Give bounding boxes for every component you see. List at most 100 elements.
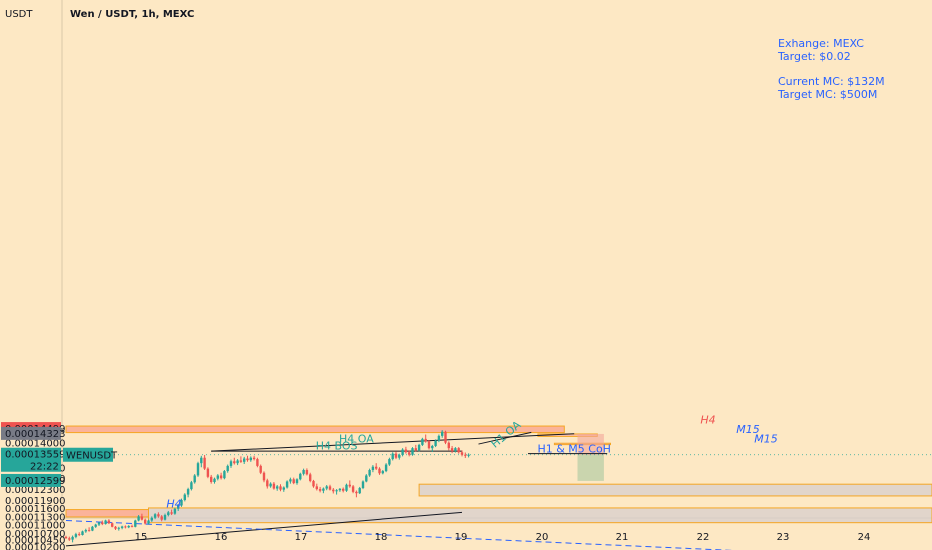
candle-body-82 <box>335 490 338 492</box>
candle-body-27 <box>153 514 157 518</box>
candle-body-57 <box>252 457 256 460</box>
candle-body-18 <box>124 526 127 528</box>
candle-body-75 <box>312 480 315 487</box>
h1-m5-coh-label: H1 & M5 CoH <box>537 442 611 455</box>
zone-5 <box>65 509 149 518</box>
candle-body-113 <box>437 435 441 441</box>
candle-body-44 <box>210 476 213 483</box>
candle-body-72 <box>302 470 305 474</box>
candle-body-101 <box>398 454 401 458</box>
zone-0 <box>65 425 565 434</box>
candle-body-70 <box>295 479 299 484</box>
candle-body-106 <box>414 448 417 451</box>
price-label-2: 0.00013559 <box>5 450 65 461</box>
y-tick-3: 0.00012300 <box>5 485 65 496</box>
candle-body-77 <box>318 489 322 491</box>
price-label-bg-2 <box>1 447 61 472</box>
x-tick-1: 16 <box>215 532 228 543</box>
candle-body-83 <box>338 488 342 491</box>
candle-body-0 <box>64 536 68 539</box>
candle-body-36 <box>183 494 186 501</box>
price-label-1: 0.00014323 <box>5 429 65 440</box>
candle-body-13 <box>107 520 111 524</box>
candle-body-81 <box>332 489 335 492</box>
candle-body-93 <box>371 466 375 470</box>
candle-body-56 <box>249 457 252 461</box>
candle-body-20 <box>130 525 134 527</box>
symbol-tag: WENUSDT <box>66 451 118 462</box>
candle-body-23 <box>140 516 144 520</box>
candle-body-73 <box>305 470 309 475</box>
price-label-bg-3 <box>1 473 61 487</box>
candle-body-28 <box>157 514 160 517</box>
note-2: Current MC: $132M <box>778 75 885 88</box>
candle-body-78 <box>322 488 325 491</box>
candle-body-53 <box>239 460 243 462</box>
candle-body-107 <box>417 444 421 451</box>
candle-body-86 <box>348 484 351 487</box>
candle-body-26 <box>150 517 153 521</box>
candle-body-122 <box>467 454 470 456</box>
candle-body-76 <box>315 486 318 490</box>
zone-4 <box>148 507 932 524</box>
candle-body-29 <box>160 516 163 520</box>
x-tick-6: 21 <box>616 532 629 543</box>
candle-body-66 <box>282 487 285 490</box>
candle-body-103 <box>404 449 408 453</box>
candle-body-55 <box>246 458 249 461</box>
candle-body-87 <box>351 486 355 492</box>
candle-body-62 <box>269 483 272 487</box>
x-tick-8: 23 <box>777 532 790 543</box>
candle-body-17 <box>120 526 124 528</box>
candle-body-84 <box>342 488 345 491</box>
h4-bos-label: H4 BOS <box>316 440 358 453</box>
price-label-bg-1 <box>1 426 61 440</box>
candle-body-38 <box>190 482 193 490</box>
x-tick-2: 17 <box>295 532 308 543</box>
candle-body-102 <box>401 449 404 455</box>
candle-body-114 <box>441 431 444 436</box>
candle-body-39 <box>193 475 196 483</box>
candle-body-21 <box>134 520 137 527</box>
candle-body-32 <box>170 512 173 514</box>
price-label-3: 0.00012599 <box>5 476 65 487</box>
candle-body-46 <box>216 475 219 479</box>
candle-body-121 <box>464 454 467 456</box>
target-box-upper <box>577 433 604 455</box>
note-0: Exhange: MEXC <box>778 37 864 50</box>
candle-body-2 <box>71 536 74 540</box>
candle-body-43 <box>206 468 210 477</box>
candle-body-80 <box>328 486 332 490</box>
candle-body-95 <box>378 468 381 474</box>
candle-body-104 <box>408 452 411 455</box>
symbol-tag-bg <box>63 447 113 462</box>
candle-body-11 <box>101 522 104 525</box>
currency-label: USDT <box>5 9 33 20</box>
candle-body-41 <box>200 457 203 464</box>
candle-body-50 <box>229 461 233 466</box>
candle-body-105 <box>411 448 414 455</box>
candle-body-120 <box>460 452 464 455</box>
candle-body-40 <box>196 463 200 476</box>
h4-zone-label-low: H4 <box>166 497 181 510</box>
y-tick-10: 0.00010200 <box>5 542 65 550</box>
candle-body-54 <box>243 458 246 462</box>
candle-body-79 <box>325 486 328 489</box>
x-tick-0: 15 <box>135 532 148 543</box>
note-3: Target MC: $500M <box>777 88 877 101</box>
y-tick-0: 0.00014000 <box>5 439 65 450</box>
candle-body-65 <box>279 486 282 490</box>
candle-body-67 <box>285 481 289 488</box>
y-tick-9: 0.00010450 <box>5 536 65 547</box>
candle-body-61 <box>266 480 269 487</box>
candle-body-110 <box>427 441 431 449</box>
candle-body-109 <box>424 438 427 442</box>
target-box-lower <box>577 454 604 481</box>
candle-body-30 <box>163 515 167 520</box>
candle-body-22 <box>137 516 140 521</box>
x-tick-3: 18 <box>375 532 388 543</box>
candle-body-91 <box>365 475 368 482</box>
candle-body-5 <box>81 531 84 535</box>
